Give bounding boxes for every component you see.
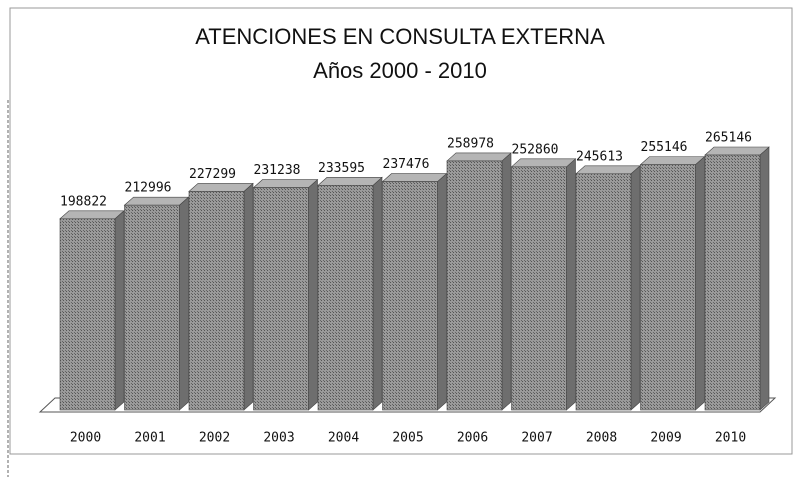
- x-tick-label: 2002: [199, 431, 230, 446]
- bar-top: [575, 165, 641, 175]
- x-tick-label: 2006: [457, 431, 488, 446]
- bar-top: [446, 152, 512, 162]
- x-tick-label: 2009: [650, 431, 681, 446]
- bar: [446, 160, 503, 411]
- bar-side: [114, 210, 125, 411]
- bar: [511, 166, 567, 411]
- chart-title: ATENCIONES EN CONSULTA EXTERNA: [195, 24, 605, 49]
- bar: [124, 204, 180, 411]
- bar-side: [566, 158, 576, 411]
- bar: [704, 154, 761, 411]
- bar-side: [695, 155, 705, 411]
- data-label: 265146: [705, 131, 752, 146]
- bar-side: [759, 146, 770, 411]
- chart-frame: [9, 7, 793, 455]
- bar-top: [704, 146, 770, 156]
- x-tick-label: 2010: [715, 431, 746, 446]
- bar: [253, 187, 309, 411]
- x-tick-label: 2008: [586, 431, 617, 446]
- x-tick-label: 2007: [521, 431, 552, 446]
- data-label: 237476: [383, 157, 430, 172]
- bar-side: [372, 176, 383, 411]
- bar: [188, 191, 245, 411]
- x-tick-label: 2001: [134, 431, 165, 446]
- bar-side: [437, 172, 447, 411]
- data-label: 212996: [125, 181, 172, 196]
- data-label: 258978: [447, 136, 494, 151]
- chart-subtitle: Años 2000 - 2010: [313, 58, 487, 83]
- bar-top: [123, 196, 190, 206]
- data-label: 233595: [318, 161, 365, 176]
- x-tick-label: 2005: [392, 431, 423, 446]
- data-label: 252860: [512, 142, 559, 157]
- bar-top: [510, 158, 577, 168]
- data-label: 231238: [254, 163, 301, 178]
- x-tick-label: 2000: [70, 431, 101, 446]
- bar-side: [243, 182, 254, 411]
- bar-side: [630, 165, 641, 411]
- bar-top: [381, 173, 448, 182]
- data-label: 255146: [641, 140, 688, 155]
- bar-top: [59, 210, 125, 220]
- bar-top: [252, 179, 319, 188]
- data-label: 227299: [189, 167, 236, 182]
- bar-side: [179, 196, 189, 411]
- bar-top: [639, 156, 706, 165]
- bar: [575, 173, 632, 411]
- bar-top: [317, 177, 383, 186]
- bar: [59, 218, 116, 411]
- bar: [317, 185, 374, 411]
- bar: [382, 181, 438, 411]
- bar-top: [188, 183, 254, 192]
- x-tick-label: 2003: [263, 431, 294, 446]
- data-label: 245613: [576, 149, 623, 164]
- data-label: 198822: [60, 194, 107, 209]
- x-tick-label: 2004: [328, 431, 359, 446]
- bar: [640, 164, 696, 411]
- bar-side: [308, 178, 318, 411]
- bar-side: [501, 152, 512, 411]
